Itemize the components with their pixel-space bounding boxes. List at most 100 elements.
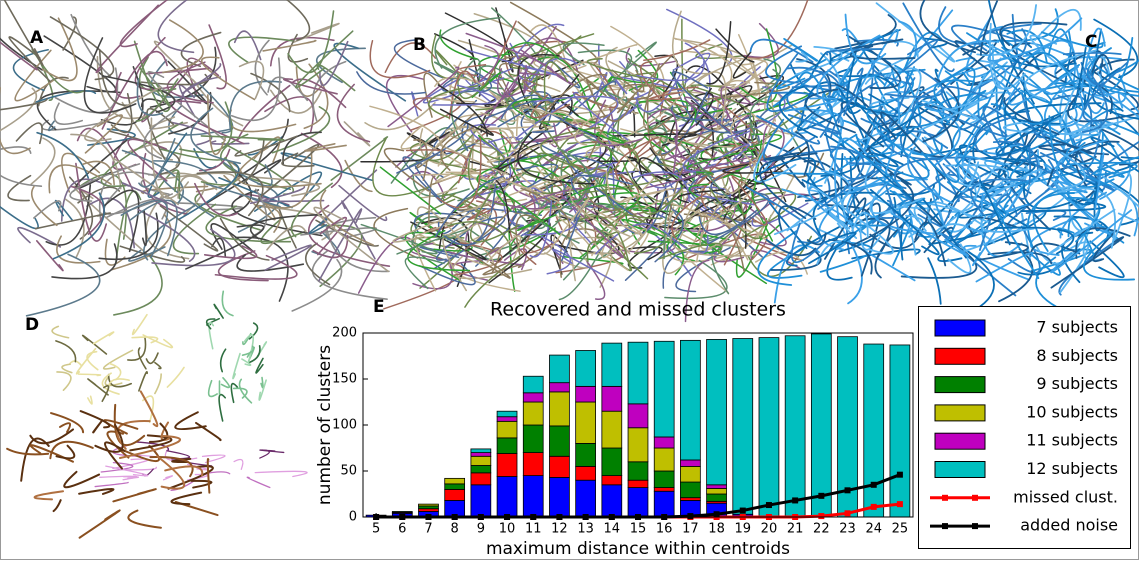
- x-tick-label: 9: [477, 522, 485, 537]
- bar-segment: [471, 485, 491, 517]
- bar-segment: [497, 411, 517, 417]
- bar-segment: [523, 393, 543, 402]
- x-tick-label: 24: [865, 522, 882, 537]
- bar-segment: [523, 402, 543, 425]
- bar-segment: [654, 491, 674, 517]
- line-marker: [818, 493, 824, 499]
- bar-segment: [576, 480, 596, 517]
- bar-segment: [419, 509, 439, 512]
- bar-segment: [759, 338, 779, 517]
- legend-label: 8 subjects: [1036, 346, 1118, 365]
- legend-label: 11 subjects: [1026, 431, 1118, 450]
- bar-segment: [680, 498, 700, 501]
- legend-swatch: [935, 433, 985, 449]
- x-tick-label: 16: [656, 522, 673, 537]
- bar-segment: [628, 428, 648, 462]
- legend-label: 12 subjects: [1026, 459, 1118, 478]
- line-marker: [818, 513, 824, 519]
- bar-segment: [549, 392, 569, 426]
- line-marker: [792, 497, 798, 503]
- bar-segment: [707, 494, 727, 501]
- bar-segment: [471, 453, 491, 457]
- panel-label: D: [25, 315, 39, 335]
- bar-segment: [576, 466, 596, 480]
- bar-segment: [602, 411, 622, 448]
- bar-segment: [602, 485, 622, 517]
- bar-segment: [628, 404, 648, 428]
- bar-segment: [707, 488, 727, 494]
- bar-segment: [549, 383, 569, 392]
- x-tick-label: 15: [630, 522, 647, 537]
- bar-segment: [602, 343, 622, 386]
- line-marker: [897, 472, 903, 478]
- bar-segment: [733, 339, 753, 515]
- panel-label: B: [413, 35, 426, 55]
- bar-segment: [680, 340, 700, 460]
- line-marker: [845, 510, 851, 516]
- bar-segment: [707, 339, 727, 484]
- bar-segment: [549, 456, 569, 477]
- x-axis-label: maximum distance within centroids: [486, 539, 790, 559]
- legend-marker: [942, 523, 948, 529]
- bar-segment: [680, 482, 700, 498]
- bar-segment: [576, 386, 596, 402]
- x-tick-label: 17: [682, 522, 699, 537]
- x-tick-label: 8: [451, 522, 459, 537]
- line-marker: [687, 513, 693, 519]
- bar-segment: [628, 480, 648, 487]
- bar-segment: [523, 453, 543, 476]
- bar-segment: [497, 417, 517, 422]
- x-tick-label: 6: [398, 522, 406, 537]
- bar-segment: [785, 336, 805, 517]
- bar-segment: [628, 488, 648, 517]
- y-tick-label: 150: [332, 372, 357, 387]
- x-tick-label: 18: [708, 522, 725, 537]
- bar-segment: [549, 355, 569, 383]
- panel-label: E: [373, 297, 385, 317]
- bar-segment: [680, 466, 700, 482]
- bar-segment: [576, 402, 596, 443]
- y-tick-label: 50: [340, 464, 357, 479]
- x-tick-label: 12: [551, 522, 568, 537]
- legend-swatch: [935, 405, 985, 421]
- bar-segment: [654, 488, 674, 492]
- x-tick-label: 14: [604, 522, 621, 537]
- line-marker: [714, 511, 720, 517]
- y-tick-label: 200: [332, 326, 357, 341]
- line-marker: [845, 487, 851, 493]
- legend-box: [919, 307, 1131, 549]
- bar-segment: [392, 511, 412, 512]
- legend-marker: [972, 523, 978, 529]
- x-tick-label: 22: [813, 522, 830, 537]
- bar-segment: [419, 504, 439, 506]
- bar-segment: [890, 345, 910, 517]
- panel-label: A: [30, 28, 44, 48]
- bar-segment: [445, 489, 465, 500]
- bar-segment: [602, 476, 622, 485]
- x-tick-label: 21: [787, 522, 804, 537]
- line-marker: [871, 482, 877, 488]
- bar-segment: [523, 376, 543, 393]
- bar-segment: [471, 473, 491, 485]
- bar-segment: [628, 342, 648, 404]
- bar-segment: [654, 448, 674, 471]
- bar-segment: [654, 437, 674, 448]
- legend-label: 7 subjects: [1036, 318, 1118, 337]
- bar-segment: [497, 477, 517, 517]
- bar-segment: [654, 341, 674, 437]
- legend-swatch: [935, 377, 985, 393]
- legend-swatch: [935, 320, 985, 336]
- bar-segment: [471, 465, 491, 472]
- bar-segment: [811, 334, 831, 517]
- bar-segment: [602, 386, 622, 411]
- bar-segment: [471, 449, 491, 453]
- bar-segment: [549, 426, 569, 456]
- bar-segment: [680, 460, 700, 466]
- x-tick-label: 23: [839, 522, 856, 537]
- x-tick-label: 13: [577, 522, 594, 537]
- bar-segment: [523, 476, 543, 517]
- bar-segment: [549, 477, 569, 517]
- line-marker: [897, 501, 903, 507]
- line-marker: [871, 504, 877, 510]
- x-tick-label: 7: [424, 522, 432, 537]
